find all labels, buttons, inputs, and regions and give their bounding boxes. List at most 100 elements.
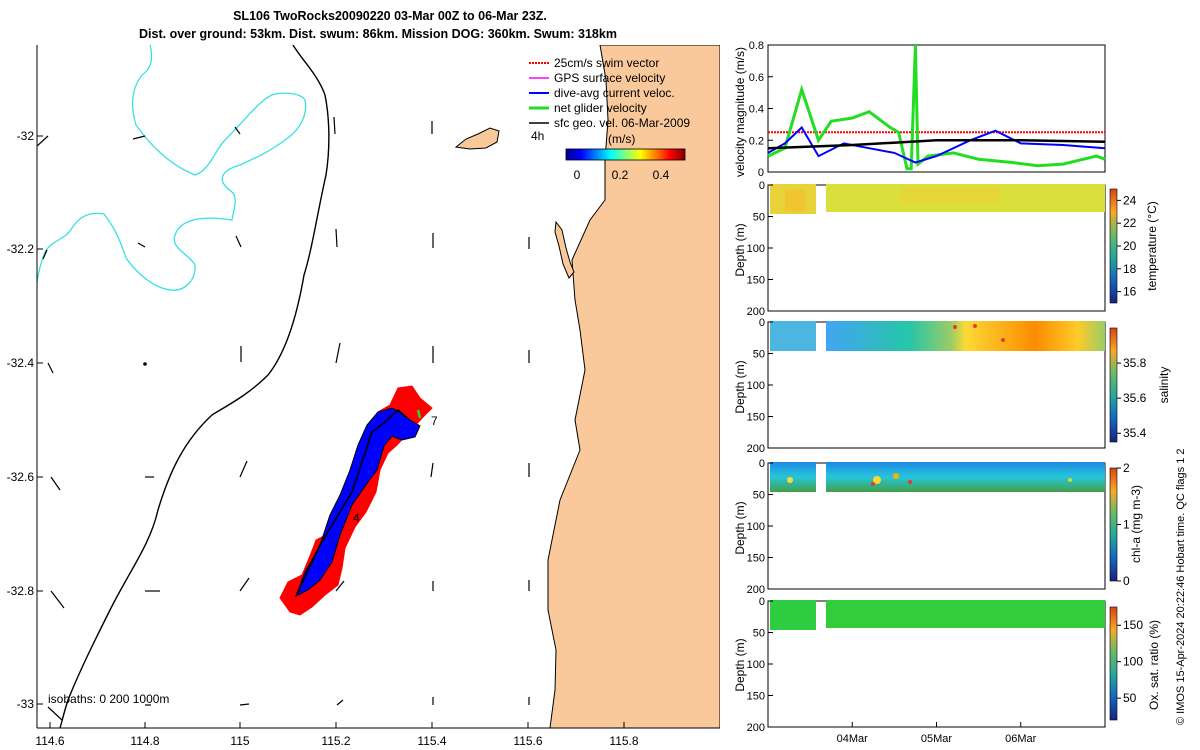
salinity-ylabel: Depth (m) bbox=[733, 360, 747, 413]
salinity-colorbar-label: salinity bbox=[1157, 367, 1171, 404]
lon-tick-label: 114.8 bbox=[130, 734, 159, 748]
chla-colorbar bbox=[1109, 467, 1118, 582]
lon-tick-label: 115.4 bbox=[417, 734, 446, 748]
velocity-y-ticks: 0 0.2 0.4 0.6 0.8 bbox=[749, 40, 773, 179]
salinity-y-ticks: 0 50 100 150 200 bbox=[747, 317, 773, 455]
legend-label: dive-avg current veloc. bbox=[554, 86, 675, 100]
date-x-tick-label: 05Mar bbox=[921, 733, 953, 745]
lat-tick-label: -32.4 bbox=[7, 356, 35, 370]
velocity-ylabel: velocity magnitude (m/s) bbox=[733, 47, 747, 177]
colorbar-tick-label: 35.6 bbox=[1123, 391, 1147, 405]
colorbar-tick-label: 50 bbox=[1123, 691, 1137, 705]
map-panel: 4h 7 4 isobaths: 0 200 1000m -32 -32.2 -… bbox=[7, 45, 720, 748]
colorbar-tick-label: 35.8 bbox=[1123, 356, 1147, 370]
depth-y-tick-label: 0 bbox=[759, 458, 765, 470]
map-colorbar-unit: (m/s) bbox=[608, 132, 635, 146]
waypoint-label-4: 4 bbox=[353, 511, 360, 525]
lon-tick-label: 115.8 bbox=[609, 734, 638, 748]
depth-y-tick-label: 150 bbox=[747, 691, 765, 703]
chla-data bbox=[770, 462, 1105, 492]
coastline-isobath-200 bbox=[59, 45, 330, 728]
colorbar-tick-label: 18 bbox=[1123, 262, 1137, 276]
net-glider-mark bbox=[416, 409, 422, 419]
temperature-colorbar bbox=[1109, 188, 1118, 304]
glider-track bbox=[279, 385, 433, 616]
depth-y-tick-label: 0 bbox=[759, 180, 765, 192]
depth-y-tick-label: 150 bbox=[747, 412, 765, 424]
chla-colorbar-ticks: 0 1 2 bbox=[1117, 461, 1130, 588]
depth-y-tick-label: 50 bbox=[753, 628, 765, 640]
depth-y-tick-label: 50 bbox=[753, 212, 765, 224]
island-rottnest bbox=[454, 127, 500, 150]
temperature-panel: 0 50 100 150 200 Depth (m) 16 18 20 22 24 temper… bbox=[733, 180, 1159, 318]
oxygen-colorbar-ticks: 50 100 150 bbox=[1117, 618, 1143, 705]
colorbar-tick-label: 2 bbox=[1123, 461, 1130, 475]
chla-ylabel: Depth (m) bbox=[733, 501, 747, 554]
copyright-note: © IMOS 15-Apr-2024 20:22:46 Hobart time.… bbox=[1175, 448, 1187, 725]
net-glider-path bbox=[295, 408, 407, 597]
colorbar-tick-label: 0 bbox=[1123, 574, 1130, 588]
land-mass bbox=[547, 45, 720, 728]
dive-avg-vectors bbox=[295, 407, 421, 598]
lon-tick-label: 115.6 bbox=[513, 734, 542, 748]
colorbar-tick-label: 150 bbox=[1123, 618, 1143, 632]
lat-tick-label: -32.6 bbox=[7, 470, 35, 484]
oxygen-data bbox=[770, 600, 1105, 630]
depth-y-tick-label: 150 bbox=[747, 553, 765, 565]
temperature-y-ticks: 0 50 100 150 200 bbox=[747, 180, 773, 318]
oxygen-colorbar bbox=[1109, 606, 1118, 721]
depth-y-tick-label: 0 bbox=[759, 596, 765, 608]
map-legend: 25cm/s swim vector GPS surface velocity … bbox=[529, 56, 690, 130]
chla-colorbar-label: chl-a (mg m-3) bbox=[1129, 485, 1143, 563]
map-colorbar-bar bbox=[565, 148, 686, 161]
waypoint-label-7: 7 bbox=[431, 414, 438, 428]
lat-tick-label: -32 bbox=[17, 129, 35, 143]
depth-y-tick-label: 0 bbox=[759, 317, 765, 329]
legend-label: 25cm/s swim vector bbox=[554, 56, 659, 70]
legend-label: sfc geo. vel. 06-Mar-2009 bbox=[554, 116, 690, 130]
velocity-axes bbox=[767, 44, 1106, 173]
map-lat-ticks: -32 -32.2 -32.4 -32.6 -32.8 -33 bbox=[7, 129, 43, 711]
oxygen-panel: 0 50 100 150 200 04Mar 05Mar 06Mar Depth (m) 5… bbox=[733, 596, 1161, 745]
lat-tick-label: -33 bbox=[17, 697, 35, 711]
lon-tick-label: 115.2 bbox=[321, 734, 350, 748]
map-colorbar: (m/s) 0 0.2 0.4 bbox=[565, 132, 686, 182]
map-colorbar-tick: 0 bbox=[574, 168, 581, 182]
isobaths-label: isobaths: 0 200 1000m bbox=[48, 692, 169, 706]
velocity-y-tick-label: 0.4 bbox=[749, 104, 764, 116]
depth-y-tick-label: 150 bbox=[747, 275, 765, 287]
depth-y-tick-label: 200 bbox=[747, 584, 765, 596]
colorbar-tick-label: 16 bbox=[1123, 285, 1137, 299]
colorbar-tick-label: 24 bbox=[1123, 193, 1137, 207]
colorbar-tick-label: 1 bbox=[1123, 518, 1130, 532]
velocity-y-tick-label: 0 bbox=[758, 167, 764, 179]
velocity-y-tick-label: 0.2 bbox=[749, 135, 764, 147]
lon-tick-label: 114.6 bbox=[35, 734, 64, 748]
map-colorbar-tick: 0.4 bbox=[653, 168, 670, 182]
colorbar-tick-label: 20 bbox=[1123, 239, 1137, 253]
salinity-colorbar-ticks: 35.4 35.6 35.8 bbox=[1117, 356, 1147, 440]
velocity-series bbox=[767, 44, 1106, 171]
depth-y-tick-label: 200 bbox=[747, 306, 765, 318]
velocity-series-line bbox=[767, 139, 1106, 150]
velocity-panel: 0 0.2 0.4 0.6 0.8 velocity magnitude (m/s) bbox=[733, 40, 1106, 179]
map-colorbar-tick: 0.2 bbox=[612, 168, 629, 182]
island-garden bbox=[554, 220, 575, 279]
map-lon-ticks: 114.6 114.8 115 115.2 115.4 115.6 115.8 bbox=[35, 722, 639, 748]
legend-label: net glider velocity bbox=[554, 101, 647, 115]
depth-y-tick-label: 50 bbox=[753, 490, 765, 502]
figure-title-line1: SL106 TwoRocks20090220 03-Mar 00Z to 06-… bbox=[233, 9, 547, 23]
velocity-series-line bbox=[767, 44, 1106, 171]
lon-tick-label: 115 bbox=[230, 734, 249, 748]
oxygen-ylabel: Depth (m) bbox=[733, 638, 747, 691]
velocity-y-tick-label: 0.6 bbox=[749, 72, 764, 84]
depth-y-tick-label: 100 bbox=[747, 659, 765, 671]
colorbar-tick-label: 22 bbox=[1123, 216, 1137, 230]
waypoint-label-4h: 4h bbox=[531, 129, 544, 143]
temperature-ylabel: Depth (m) bbox=[733, 223, 747, 276]
salinity-colorbar bbox=[1109, 327, 1118, 443]
oxygen-colorbar-label: Ox. sat. ratio (%) bbox=[1147, 620, 1161, 710]
lat-tick-label: -32.8 bbox=[7, 584, 35, 598]
temperature-colorbar-label: temperature (°C) bbox=[1145, 201, 1159, 291]
